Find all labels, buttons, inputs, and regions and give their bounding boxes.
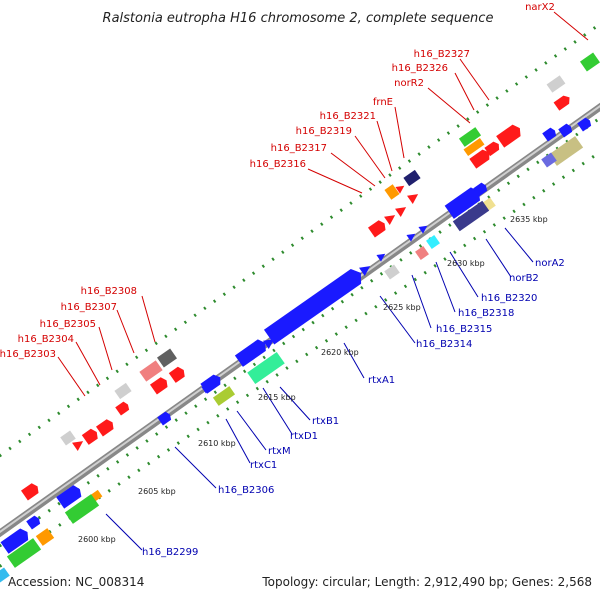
label-b2304: h16_B2304: [18, 334, 74, 345]
summary-text: Topology: circular; Length: 2,912,490 bp…: [261, 575, 592, 589]
label-b2299: h16_B2299: [142, 547, 198, 558]
tick-2600: 2600 kbp: [78, 535, 116, 544]
label-rtxA1: rtxA1: [368, 375, 395, 386]
label-b2306: h16_B2306: [218, 485, 274, 496]
label-norA2: norA2: [535, 258, 565, 269]
tick-2620: 2620 kbp: [321, 348, 359, 357]
label-b2321: h16_B2321: [320, 111, 376, 122]
gene-norR2: [458, 127, 482, 147]
label-rtxB1: rtxB1: [312, 416, 339, 427]
label-b2308: h16_B2308: [81, 286, 137, 297]
accession-text: Accession: NC_008314: [8, 575, 144, 589]
label-rtxD1: rtxD1: [290, 431, 318, 442]
gene-frnE: [403, 169, 421, 187]
gene-b2326: [553, 95, 570, 111]
tick-2605: 2605 kbp: [138, 487, 176, 496]
label-norB2: norB2: [509, 273, 539, 284]
gene-b2327: [546, 75, 566, 93]
map-title: Ralstonia eutropha H16 chromosome 2, com…: [103, 11, 494, 26]
tick-2615: 2615 kbp: [258, 393, 296, 402]
tick-2630: 2630 kbp: [447, 259, 485, 268]
kbp-ticks: 2635 kbp 2630 kbp 2625 kbp 2620 kbp 2615…: [78, 215, 548, 544]
label-b2327: h16_B2327: [414, 49, 470, 60]
label-b2315: h16_B2315: [436, 324, 492, 335]
label-b2317: h16_B2317: [271, 143, 327, 154]
label-norR2: norR2: [394, 78, 424, 89]
tick-2635: 2635 kbp: [510, 215, 548, 224]
label-b2320: h16_B2320: [481, 293, 537, 304]
label-b2303: h16_B2303: [0, 349, 56, 360]
dotted-tracks: [0, 22, 600, 569]
label-frnE: frnE: [373, 97, 393, 108]
label-rtxM: rtxM: [268, 446, 291, 457]
gene-features: [0, 52, 600, 583]
label-b2318: h16_B2318: [458, 308, 514, 319]
tick-2610: 2610 kbp: [198, 439, 236, 448]
label-rtxC1: rtxC1: [250, 460, 277, 471]
leader-lines: [57, 11, 589, 551]
tick-2625: 2625 kbp: [383, 303, 421, 312]
label-b2326: h16_B2326: [392, 63, 448, 74]
bottom-labels: norA2 norB2 h16_B2320 h16_B2318 h16_B231…: [142, 258, 565, 558]
label-narX2: narX2: [525, 2, 555, 13]
top-labels: narX2 h16_B2327 h16_B2326 norR2 frnE h16…: [0, 2, 555, 360]
label-b2305: h16_B2305: [40, 319, 96, 330]
label-b2316: h16_B2316: [250, 159, 306, 170]
label-b2307: h16_B2307: [61, 302, 117, 313]
label-b2319: h16_B2319: [296, 126, 352, 137]
label-b2314: h16_B2314: [416, 339, 472, 350]
gene-narX2: [580, 52, 600, 72]
